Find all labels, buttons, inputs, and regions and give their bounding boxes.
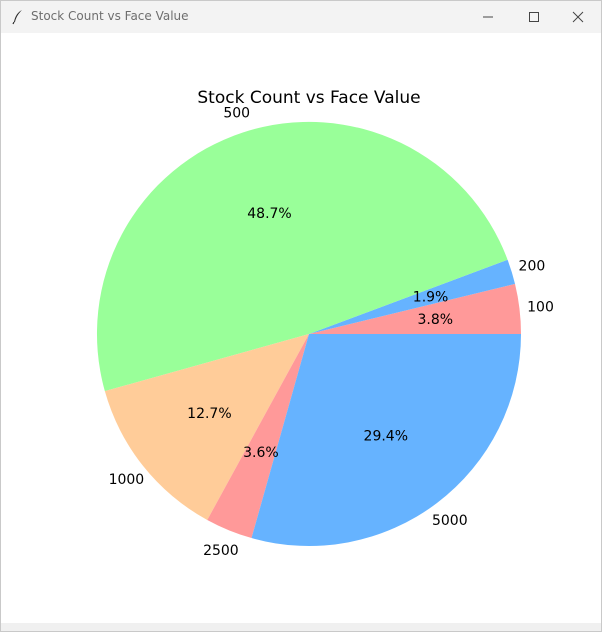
pct-label-200: 1.9%: [413, 290, 449, 306]
pie-slice-500: [96, 121, 508, 392]
pct-label-5000: 29.4%: [364, 428, 408, 444]
slice-label-100: 100: [527, 299, 554, 315]
pct-label-2500: 3.6%: [243, 445, 279, 461]
close-icon: [572, 11, 584, 23]
minimize-icon: [483, 16, 493, 18]
slice-label-5000: 5000: [432, 513, 468, 529]
feather-icon: [12, 10, 22, 25]
title-bar[interactable]: Stock Count vs Face Value: [1, 1, 601, 33]
chart-title: Stock Count vs Face Value: [197, 88, 420, 108]
maximize-icon: [529, 12, 539, 22]
plot-canvas: Stock Count vs Face Value 3.8% 100 1.9% 200…: [1, 33, 601, 623]
pie-slice-200: [309, 259, 515, 334]
slice-label-500: 500: [223, 105, 250, 121]
slice-label-1000: 1000: [109, 472, 145, 488]
pct-label-1000: 12.7%: [187, 406, 231, 422]
slice-label-200: 200: [519, 259, 546, 275]
window-bottom-edge: [1, 623, 601, 631]
maximize-button[interactable]: [511, 1, 557, 33]
pct-label-100: 3.8%: [418, 312, 454, 328]
pie-slice-100: [309, 283, 521, 334]
pie-slice-1000: [104, 334, 309, 520]
pie-chart: Stock Count vs Face Value 3.8% 100 1.9% 200…: [96, 88, 554, 559]
minimize-button[interactable]: [465, 1, 511, 33]
window-title: Stock Count vs Face Value: [31, 9, 189, 23]
close-button[interactable]: [555, 1, 601, 33]
slice-label-2500: 2500: [203, 543, 239, 559]
pie-slice-5000: [251, 334, 521, 547]
pie-slice-2500: [207, 334, 309, 539]
pct-label-500: 48.7%: [247, 206, 291, 222]
